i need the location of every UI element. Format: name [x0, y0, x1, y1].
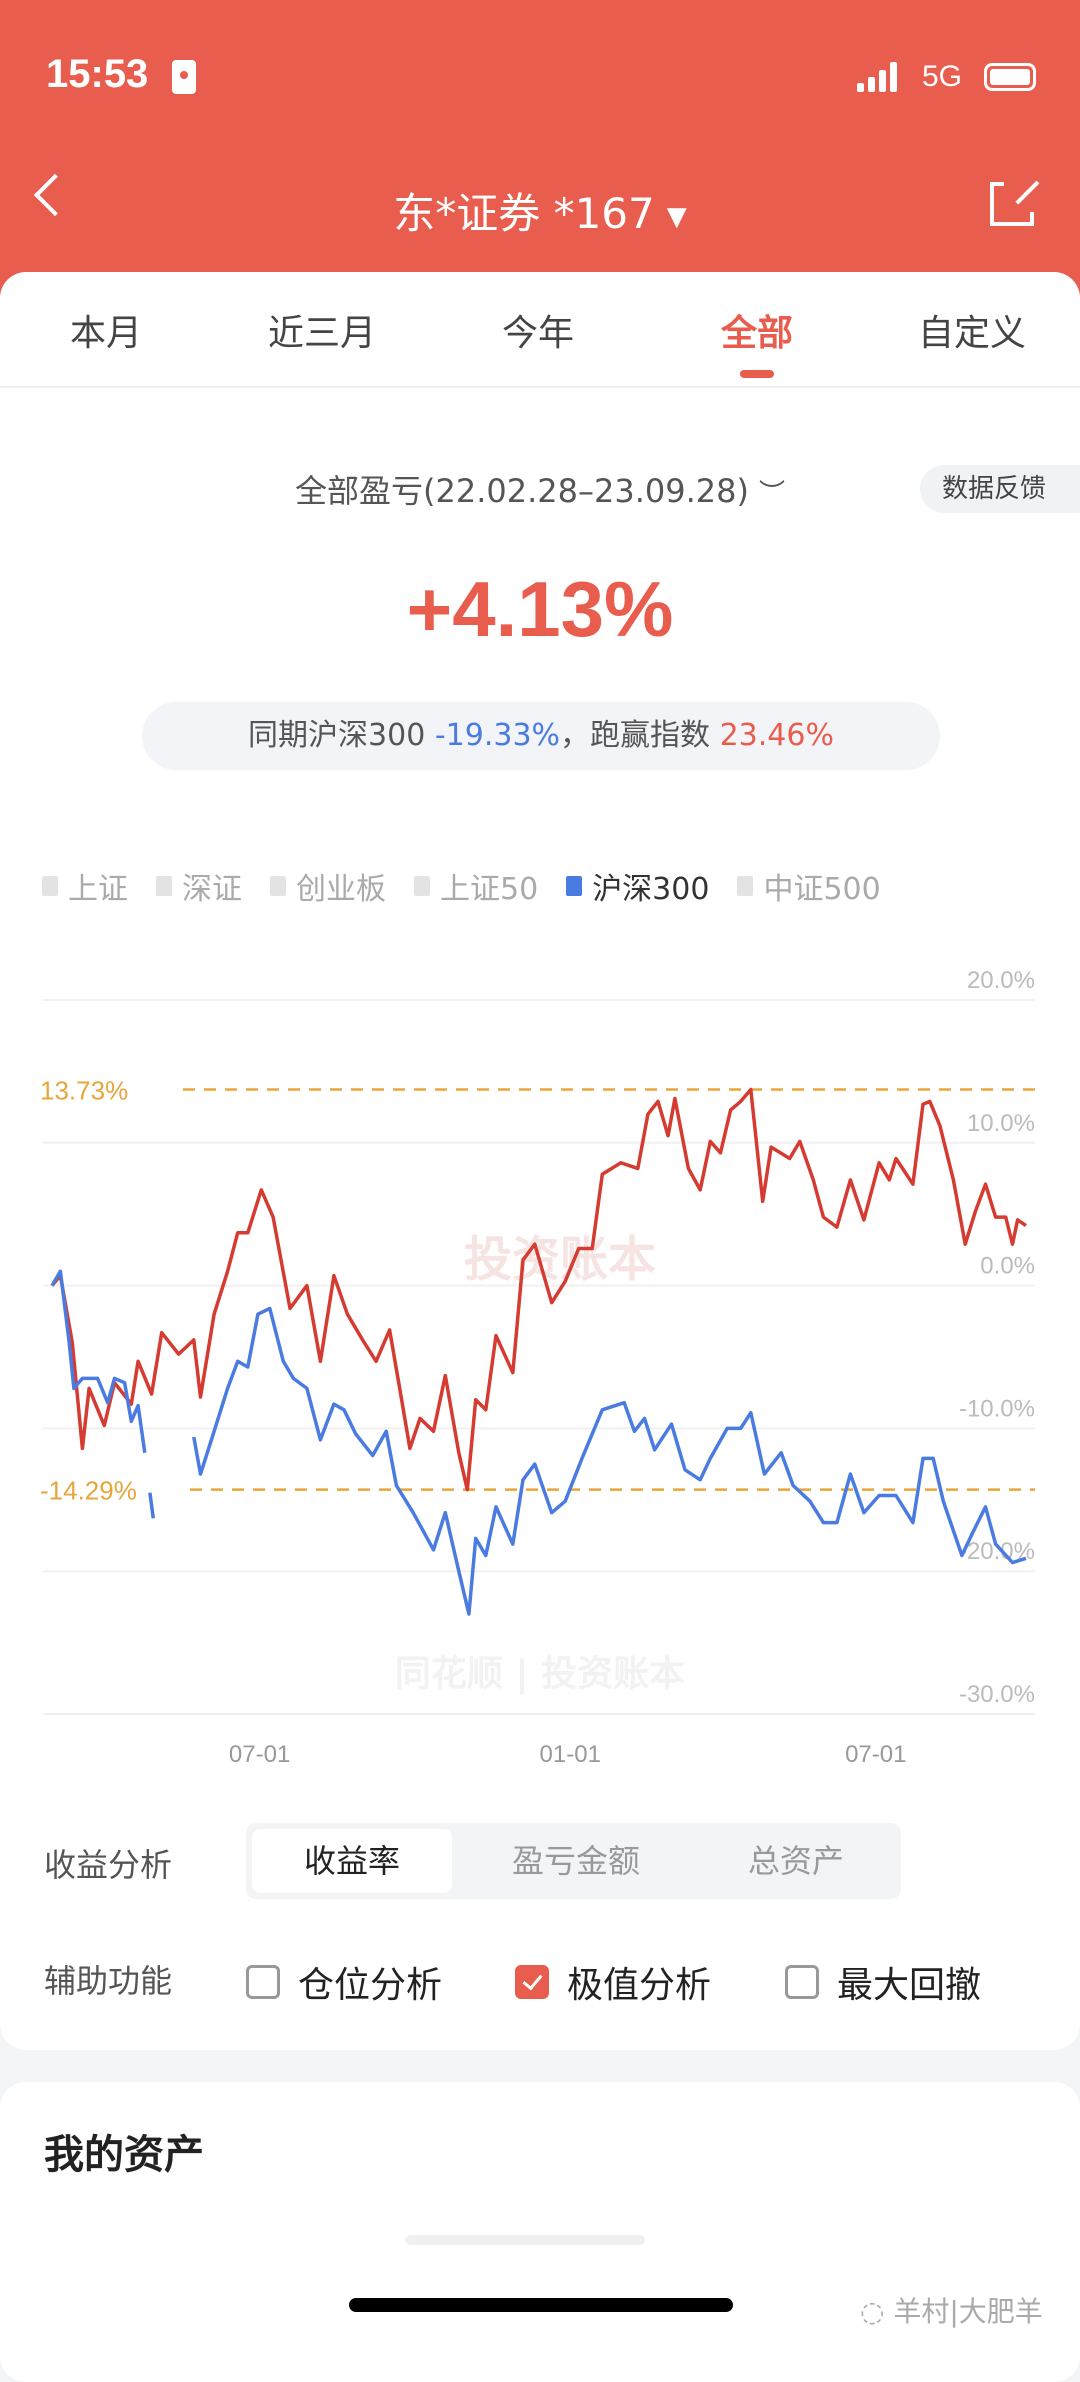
watermark-text: 羊村|大肥羊	[893, 2295, 1043, 2328]
seg-pnl-amount[interactable]: 盈亏金额	[511, 1842, 640, 1880]
tab-3-months[interactable]: 近三月	[267, 313, 377, 354]
watermark-text: 同花顺 | 投资账本	[395, 1653, 685, 1694]
excess-value: 23.46%	[719, 718, 834, 753]
checkbox-max-drawdown[interactable]: 最大回撤	[785, 1956, 981, 2008]
checkbox-extreme-analysis[interactable]: 极值分析	[515, 1956, 711, 2008]
legend-label: 上证	[68, 872, 128, 907]
y-tick-label: -30.0%	[959, 1681, 1035, 1708]
extreme-label: 13.73%	[40, 1076, 128, 1106]
my-assets-title: 我的资产	[44, 2132, 204, 2178]
x-tick-label: 07-01	[845, 1741, 906, 1768]
benchmark-compare: 同期沪深300 -19.33%，跑赢指数 23.46%	[142, 702, 940, 770]
home-indicator[interactable]	[349, 2298, 733, 2312]
wechat-icon: ◌	[860, 2295, 894, 2328]
benchmark-line	[50, 1269, 1027, 1616]
legend-label: 创业板	[296, 872, 386, 907]
battery-icon	[984, 63, 1036, 91]
legend-csi500[interactable]: 中证500	[737, 864, 881, 908]
y-tick-label: 20.0%	[967, 967, 1035, 994]
checkbox-label: 仓位分析	[298, 1965, 443, 2006]
total-return: +4.13%	[406, 565, 674, 653]
legend-label: 上证50	[440, 872, 539, 907]
chevron-down-icon: ▼	[666, 201, 687, 232]
watermark: ◌ 羊村|大肥羊	[860, 2290, 1043, 2330]
legend-label: 深证	[182, 872, 242, 907]
extreme-label: -14.29%	[40, 1476, 137, 1506]
scroll-indicator	[405, 2235, 645, 2245]
my-assets-card: 我的资产	[0, 2082, 1080, 2382]
eye-closed-icon[interactable]: ︶	[758, 479, 785, 509]
analysis-segmented: 收益率 盈亏金额 总资产	[246, 1823, 901, 1899]
analysis-label: 收益分析	[44, 1846, 173, 1884]
y-tick-label: -20.0%	[959, 1538, 1035, 1565]
legend-csi300[interactable]: 沪深300	[566, 864, 709, 908]
feedback-button[interactable]: 数据反馈	[920, 465, 1080, 513]
return-line	[50, 1087, 1027, 1492]
period-tabs: 本月 近三月 今年 全部 自定义	[0, 272, 1080, 388]
tab-indicator	[740, 370, 774, 378]
bench-prefix: 同期沪深300	[248, 718, 426, 753]
checkbox-label: 极值分析	[567, 1965, 712, 2006]
return-chart[interactable]: 20.0% 10.0% 0.0% -10.0% -20.0% -30.0% 07-01 01-…	[0, 960, 1080, 1780]
index-legend: 上证 深证 创业板 上证50 沪深300 中证500	[42, 864, 909, 908]
tab-this-year[interactable]: 今年	[501, 313, 575, 354]
aux-label: 辅助功能	[44, 1962, 173, 2000]
legend-chinext[interactable]: 创业板	[270, 864, 386, 908]
legend-label: 沪深300	[592, 872, 710, 907]
signal-icon	[857, 62, 897, 92]
share-icon[interactable]	[990, 180, 1040, 226]
network-type: 5G	[922, 60, 963, 93]
bench-sep: ，跑赢指数	[560, 718, 711, 753]
range-text: 全部盈亏(22.02.28–23.09.28)	[295, 472, 749, 510]
seg-total-assets[interactable]: 总资产	[747, 1842, 844, 1880]
checkbox-icon	[785, 1965, 819, 1999]
legend-label: 中证500	[763, 872, 881, 907]
range-label: 全部盈亏(22.02.28–23.09.28) ︶	[0, 466, 1080, 512]
watermark-text: 投资账本	[464, 1232, 656, 1288]
checkbox-icon	[246, 1965, 280, 1999]
checkbox-checked-icon	[515, 1965, 549, 1999]
seg-return-rate[interactable]: 收益率	[252, 1829, 452, 1893]
tab-all[interactable]: 全部	[720, 313, 794, 354]
y-tick-label: -10.0%	[959, 1395, 1035, 1422]
header: 15:53 5G 东*证券 *167 ▼	[0, 0, 1080, 300]
bench-value: -19.33%	[434, 718, 561, 753]
contact-icon	[172, 60, 196, 94]
checkbox-label: 最大回撤	[837, 1965, 982, 2006]
account-title: 东*证券 *167	[393, 189, 655, 238]
account-selector[interactable]: 东*证券 *167 ▼	[0, 180, 1080, 241]
legend-shanghai[interactable]: 上证	[42, 864, 128, 908]
returns-card: 本月 近三月 今年 全部 自定义 全部盈亏(22.02.28–23.09.28)…	[0, 272, 1080, 2050]
legend-shenzhen[interactable]: 深证	[156, 864, 242, 908]
y-tick-label: 10.0%	[967, 1110, 1035, 1137]
legend-sse50[interactable]: 上证50	[414, 864, 538, 908]
status-time: 15:53	[46, 52, 149, 96]
x-tick-label: 07-01	[229, 1741, 290, 1768]
tab-this-month[interactable]: 本月	[69, 313, 143, 354]
tab-custom[interactable]: 自定义	[918, 313, 1027, 354]
checkbox-position-analysis[interactable]: 仓位分析	[246, 1956, 442, 2008]
y-tick-label: 0.0%	[980, 1253, 1035, 1280]
x-tick-label: 01-01	[540, 1741, 601, 1768]
